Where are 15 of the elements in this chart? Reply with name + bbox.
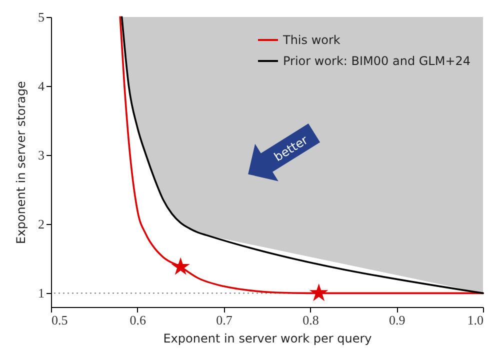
legend-label: Prior work: BIM00 and GLM+24 (283, 54, 471, 68)
y-tick-label: 4 (38, 78, 45, 94)
y-tick-label: 5 (38, 10, 44, 24)
x-tick-label: 0.9 (388, 312, 406, 328)
y-tick-label: 3 (38, 148, 44, 163)
legend-label: This work (282, 33, 340, 47)
y-axis-title: Exponent in server storage (14, 81, 28, 244)
y-tick-label: 2 (38, 216, 44, 232)
x-axis-title: Exponent in server work per query (163, 332, 372, 346)
y-tick-label: 1 (38, 286, 44, 301)
x-tick-label: 0.5 (52, 312, 68, 328)
x-tick-label: 0.7 (216, 312, 233, 328)
x-tick-label: 0.6 (130, 312, 147, 328)
x-tick-label: 1.0 (467, 312, 484, 328)
x-tick-label: 0.8 (302, 312, 319, 328)
